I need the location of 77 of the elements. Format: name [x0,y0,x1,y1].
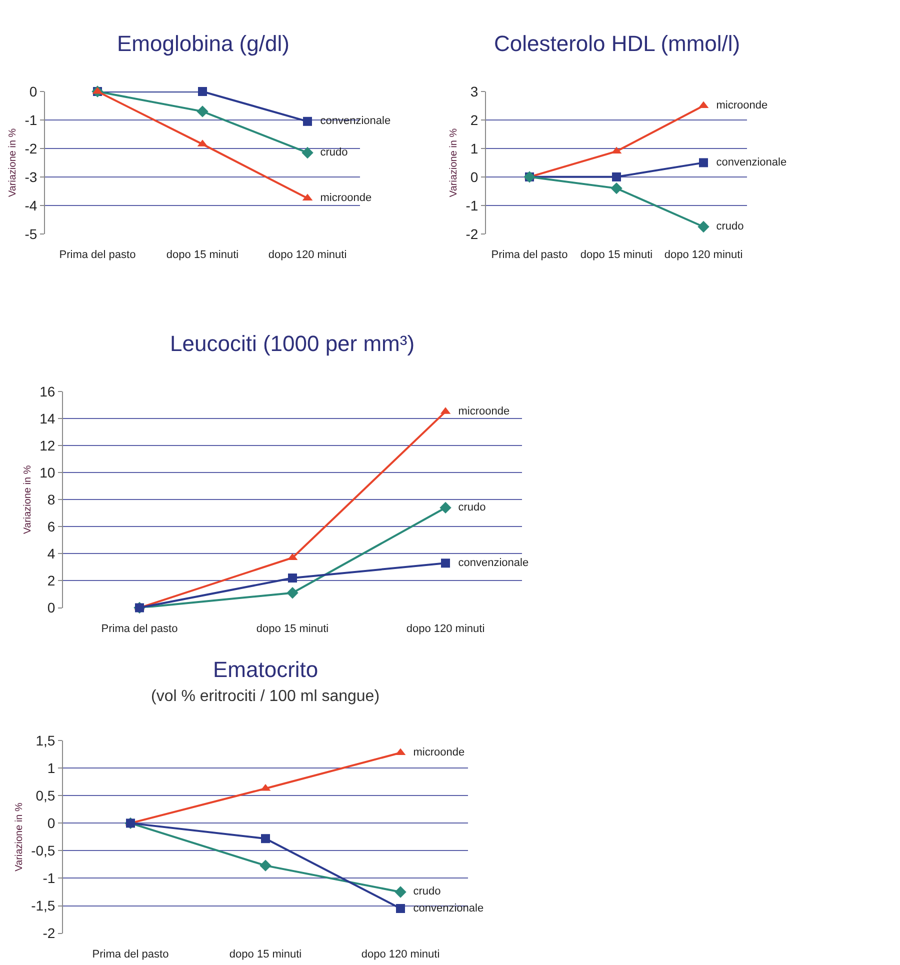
x-tick-label: dopo 120 minuti [406,622,485,635]
series-label: microonde [452,405,510,418]
chart-title: Emoglobina (g/dl) [117,31,290,56]
y-tick-label: 10 [40,464,56,480]
y-tick-label: 1,5 [36,732,56,749]
point [610,182,622,194]
point [396,904,405,914]
y-tick-label: 1 [47,760,56,776]
chart-title: Colesterolo HDL (mmol/l) [494,31,740,56]
y-tick-label: 14 [40,410,56,426]
point [394,886,406,898]
y-tick-label: -4 [24,197,38,214]
y-tick-label: 0,5 [36,788,56,804]
y-tick-label: -0,5 [31,842,56,859]
y-tick-label: 3 [470,83,478,100]
y-tick-label: -1 [24,112,38,128]
y-axis-title: Variazione in % [14,802,26,872]
y-axis-title: Variazione in % [8,128,19,198]
y-tick-label: -2 [466,226,478,242]
y-tick-label: 1 [470,140,478,156]
x-tick-label: Prima del pasto [491,248,568,261]
point [612,172,621,182]
series-label: microonde [314,192,372,204]
y-tick-label: -1 [42,870,56,886]
chart-subtitle: (vol % eritrociti / 100 ml sangue) [151,688,380,705]
series-label: crudo [407,886,441,898]
y-tick-label: 12 [40,437,56,454]
y-tick-label: 2 [47,572,56,589]
x-tick-label: dopo 120 minuti [268,248,347,261]
series-label: crudo [710,220,744,232]
series-label: convenzionale [314,115,391,128]
x-tick-label: Prima del pasto [92,948,169,960]
y-tick-label: 2 [470,112,478,128]
point [198,87,207,96]
x-tick-label: dopo 15 minuti [166,248,239,261]
point [698,220,710,233]
point [441,558,450,568]
series-label: crudo [314,146,348,158]
series-label: convenzionale [452,556,529,569]
point [260,860,272,872]
y-axis-title: Variazione in % [22,465,34,534]
point [440,502,452,514]
y-tick-label: 8 [47,491,56,508]
series-label: crudo [452,501,486,514]
y-tick-label: -2 [42,925,56,942]
x-tick-label: dopo 15 minuti [580,248,653,261]
y-tick-label: -2 [24,140,38,156]
y-tick-label: 0 [47,815,56,832]
point [699,158,708,168]
x-tick-label: Prima del pasto [101,622,178,635]
chart-title: Ematocrito [213,657,318,682]
x-tick-label: dopo 120 minuti [664,248,743,261]
x-tick-label: dopo 15 minuti [256,622,329,635]
y-tick-label: -1,5 [31,898,56,914]
series-label: microonde [407,746,465,758]
y-tick-label: 6 [47,518,56,535]
y-axis-title: Variazione in % [448,128,460,198]
x-tick-label: dopo 120 minuti [361,948,440,960]
y-tick-label: -1 [466,197,478,214]
series-label: microonde [710,100,768,112]
point [196,106,208,118]
series-label: convenzionale [710,156,787,168]
point [288,574,297,583]
y-tick-label: 0 [470,168,478,185]
point [303,116,312,126]
point [302,146,314,159]
y-tick-label: 0 [47,600,56,616]
x-tick-label: Prima del pasto [59,248,136,261]
point [286,587,298,599]
y-tick-label: 0 [29,83,38,100]
y-tick-label: 16 [40,383,56,400]
y-tick-label: 4 [47,546,56,562]
chart-title: Leucociti (1000 per mm³) [170,331,415,356]
y-tick-label: -3 [24,168,38,185]
y-tick-label: -5 [24,226,38,242]
point [261,834,270,844]
x-tick-label: dopo 15 minuti [229,948,302,960]
